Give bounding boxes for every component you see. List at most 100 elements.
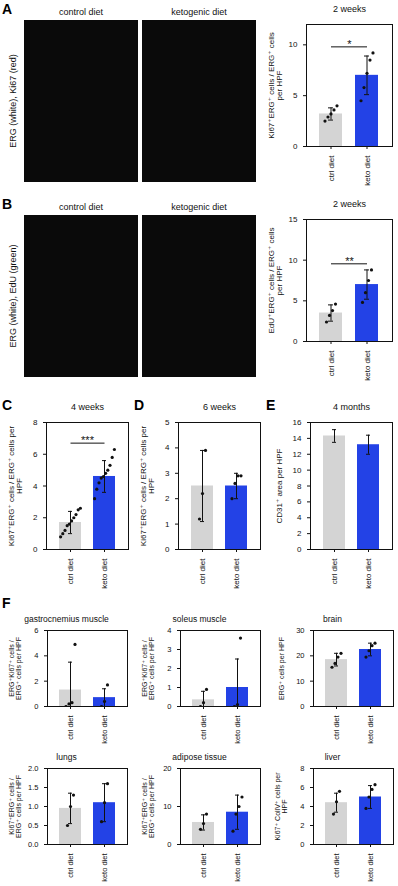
svg-text:ketogenic diet: ketogenic diet [171,7,227,17]
svg-text:ctrl diet: ctrl diet [66,715,75,740]
svg-text:4: 4 [300,802,304,811]
svg-text:4 weeks: 4 weeks [71,402,105,412]
svg-text:brain: brain [323,614,342,624]
svg-text:5: 5 [293,296,298,305]
svg-text:3: 3 [165,469,170,478]
svg-text:10: 10 [296,677,304,686]
svg-text:keto diet: keto diet [100,715,109,744]
svg-text:4: 4 [33,482,38,491]
svg-text:ctrl diet: ctrl diet [332,715,341,740]
svg-text:ketogenic diet: ketogenic diet [171,202,227,212]
svg-text:Ki67⁺ CollV⁺ cells perHPF: Ki67⁺ CollV⁺ cells perHPF [274,772,288,841]
svg-text:adipose tissue: adipose tissue [172,752,227,762]
svg-text:control diet: control diet [59,7,104,17]
svg-text:ctrl diet: ctrl diet [327,155,336,182]
svg-text:ctrl diet: ctrl diet [332,853,341,878]
svg-text:CD31⁺ area per HPF: CD31⁺ area per HPF [275,448,284,523]
svg-text:10: 10 [293,466,302,475]
svg-text:keto diet: keto diet [366,853,375,882]
svg-text:0: 0 [33,545,38,554]
svg-text:**: ** [345,255,354,267]
svg-text:6: 6 [33,450,38,459]
svg-text:10: 10 [289,256,298,265]
svg-text:6 weeks: 6 weeks [203,402,237,412]
svg-text:ERG⁺Ki67⁺ cells /ERG⁺ cells pe: ERG⁺Ki67⁺ cells /ERG⁺ cells per HPF [8,637,23,700]
svg-text:ctrl diet: ctrl diet [330,558,339,585]
svg-text:5: 5 [165,418,170,427]
svg-text:2: 2 [167,664,171,673]
svg-text:control diet: control diet [59,202,104,212]
svg-text:0: 0 [165,545,170,554]
svg-text:ctrl diet: ctrl diet [199,715,208,740]
svg-text:ctrl diet: ctrl diet [199,853,208,878]
svg-text:ctrl diet: ctrl diet [198,558,207,585]
svg-text:ERG (white), EdU (green): ERG (white), EdU (green) [8,244,18,347]
svg-text:gastrocnemius muscle: gastrocnemius muscle [24,614,109,624]
svg-text:0: 0 [34,702,38,711]
svg-text:4: 4 [297,513,302,522]
svg-text:3: 3 [167,645,171,654]
svg-text:2 weeks: 2 weeks [333,4,367,14]
svg-text:2: 2 [300,821,304,830]
svg-text:ctrl diet: ctrl diet [66,853,75,878]
svg-text:*: * [347,38,352,50]
svg-text:keto diet: keto diet [363,350,372,381]
svg-text:0: 0 [293,142,298,151]
svg-text:12: 12 [293,450,302,459]
svg-text:ctrl diet: ctrl diet [327,350,336,377]
svg-text:6: 6 [297,497,302,506]
svg-text:6: 6 [34,626,38,635]
svg-text:1.0: 1.0 [28,802,38,811]
svg-text:1: 1 [165,520,170,529]
svg-text:soleus muscle: soleus muscle [173,614,227,624]
svg-text:keto diet: keto diet [100,853,109,882]
svg-text:4 months: 4 months [333,402,371,412]
svg-text:0: 0 [300,702,304,711]
svg-text:16: 16 [293,418,302,427]
svg-text:keto diet: keto diet [363,155,372,186]
svg-text:2 weeks: 2 weeks [333,199,367,209]
svg-text:keto diet: keto diet [366,715,375,744]
svg-text:10: 10 [289,40,298,49]
svg-text:keto diet: keto diet [232,558,241,589]
svg-text:Ki67⁺ERG⁺ cells / ERG⁺ cells p: Ki67⁺ERG⁺ cells / ERG⁺ cells perHPF [7,426,24,547]
svg-text:0: 0 [297,545,302,554]
svg-text:1.5: 1.5 [28,783,38,792]
svg-text:Ki67⁺ERG⁺ cells / ERG⁺ cellspe: Ki67⁺ERG⁺ cells / ERG⁺ cellsper HPF [267,32,284,138]
svg-text:1: 1 [167,683,171,692]
svg-text:0: 0 [167,840,171,849]
svg-text:keto diet: keto diet [233,853,242,882]
svg-text:***: *** [81,434,95,446]
svg-text:20: 20 [296,651,304,660]
svg-text:2: 2 [165,494,170,503]
svg-text:Ki67⁺ERG⁺ cells /ERG⁺ cells pe: Ki67⁺ERG⁺ cells /ERG⁺ cells per HPF [8,775,23,838]
svg-text:Ki67⁺ERG⁺ cells /ERG⁺ cells pe: Ki67⁺ERG⁺ cells /ERG⁺ cells per HPF [141,775,156,838]
svg-text:0.5: 0.5 [28,821,38,830]
svg-text:8: 8 [300,764,304,773]
svg-text:2: 2 [33,513,38,522]
svg-text:ERG (white), Ki67 (red): ERG (white), Ki67 (red) [8,54,18,148]
svg-text:0: 0 [167,702,171,711]
svg-text:10: 10 [163,802,171,811]
svg-text:8: 8 [297,482,302,491]
svg-text:4: 4 [167,626,171,635]
svg-text:keto diet: keto diet [100,558,109,589]
svg-text:15: 15 [289,215,298,224]
svg-text:4: 4 [165,443,170,452]
svg-text:2.0: 2.0 [28,764,38,773]
svg-text:4: 4 [34,651,38,660]
svg-text:14: 14 [293,434,302,443]
svg-text:20: 20 [163,764,171,773]
svg-text:0: 0 [300,840,304,849]
svg-text:2: 2 [297,529,302,538]
svg-text:5: 5 [293,91,298,100]
svg-text:keto diet: keto diet [364,558,373,589]
svg-text:liver: liver [325,752,341,762]
svg-text:8: 8 [33,418,38,427]
svg-text:keto diet: keto diet [233,715,242,744]
svg-text:6: 6 [300,783,304,792]
svg-text:Ki67⁺ERG⁺ cells / ERG⁺ cells p: Ki67⁺ERG⁺ cells / ERG⁺ cells perHPF [139,426,156,547]
svg-text:ERG⁺Ki67⁺ cells /ERG⁺ cells pe: ERG⁺Ki67⁺ cells /ERG⁺ cells per HPF [141,637,156,700]
svg-text:0.0: 0.0 [28,840,38,849]
svg-text:ctrl diet: ctrl diet [66,558,75,585]
